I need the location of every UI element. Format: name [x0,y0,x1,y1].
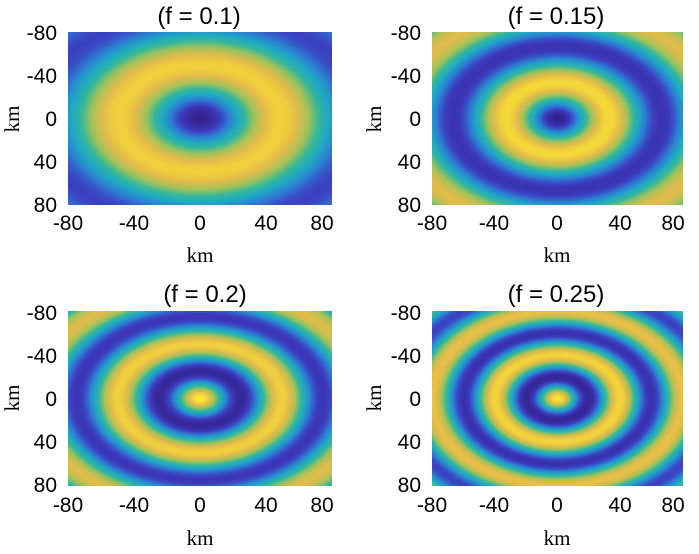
x-axis-label: km [187,243,214,267]
y-tick-label: 0 [45,388,57,411]
y-tick-label: -40 [391,65,421,88]
y-tick-label: 0 [45,108,57,131]
x-tick-label: 40 [608,212,631,235]
y-axis-label: km [362,106,386,133]
x-ticks: -80 -40 0 40 80 [53,212,334,235]
y-tick-label: 40 [398,151,421,174]
y-ticks: -80 -40 0 40 80 [391,22,421,217]
y-tick-label: 80 [34,194,57,217]
x-tick-label: 40 [608,494,631,517]
x-tick-label: -80 [417,212,447,235]
y-tick-label: -40 [27,345,57,368]
y-axis-label: km [0,106,24,133]
panel-4: (f = 0.25) -80 -40 0 40 80 -80 -40 0 40 … [362,281,685,550]
y-tick-label: 40 [398,431,421,454]
x-tick-label: 0 [194,494,206,517]
panel-3: (f = 0.2) -80 -40 0 40 80 -80 -40 0 40 8… [0,281,334,550]
panel-2: (f = 0.15) -80 -40 0 40 80 -80 -40 0 40 … [362,3,685,267]
y-tick-label: 40 [34,431,57,454]
x-tick-label: 0 [194,212,206,235]
panel-title: (f = 0.15) [508,3,605,30]
y-ticks: -80 -40 0 40 80 [27,302,57,497]
x-tick-label: 40 [254,212,277,235]
panel-title: (f = 0.1) [157,3,240,30]
heatmap-area [432,311,683,486]
y-tick-label: -80 [27,302,57,325]
y-tick-label: 80 [398,474,421,497]
x-tick-label: -80 [53,494,83,517]
y-tick-label: 0 [409,388,421,411]
y-ticks: -80 -40 0 40 80 [391,302,421,497]
x-tick-label: 40 [254,494,277,517]
heatmap-area [432,32,683,205]
y-tick-label: 80 [34,474,57,497]
x-tick-label: 80 [310,494,333,517]
x-tick-label: 80 [310,212,333,235]
x-tick-label: -40 [479,212,509,235]
x-tick-label: -80 [53,212,83,235]
y-axis-label: km [0,385,24,412]
x-tick-label: 0 [551,212,563,235]
y-axis-label: km [362,385,386,412]
x-axis-label: km [187,526,214,550]
y-tick-label: -80 [27,22,57,45]
panel-title: (f = 0.25) [508,281,605,308]
x-ticks: -80 -40 0 40 80 [53,494,334,517]
x-ticks: -80 -40 0 40 80 [417,494,685,517]
x-tick-label: 80 [661,212,684,235]
y-tick-label: 80 [398,194,421,217]
x-tick-label: 80 [661,494,684,517]
panel-1: (f = 0.1) -80 -40 0 40 80 -80 -40 0 40 8… [0,3,334,267]
y-tick-label: -80 [391,22,421,45]
heatmap-area [68,311,332,486]
y-ticks: -80 -40 0 40 80 [27,22,57,217]
x-axis-label: km [544,243,571,267]
y-tick-label: -80 [391,302,421,325]
x-axis-label: km [544,526,571,550]
y-tick-label: -40 [391,345,421,368]
y-tick-label: -40 [27,65,57,88]
y-tick-label: 0 [409,108,421,131]
heatmap-area [68,32,332,205]
y-tick-label: 40 [34,151,57,174]
x-tick-label: -40 [119,212,149,235]
x-tick-label: -40 [479,494,509,517]
x-tick-label: -80 [417,494,447,517]
panel-title: (f = 0.2) [163,281,246,308]
x-ticks: -80 -40 0 40 80 [417,212,685,235]
x-tick-label: -40 [119,494,149,517]
x-tick-label: 0 [551,494,563,517]
